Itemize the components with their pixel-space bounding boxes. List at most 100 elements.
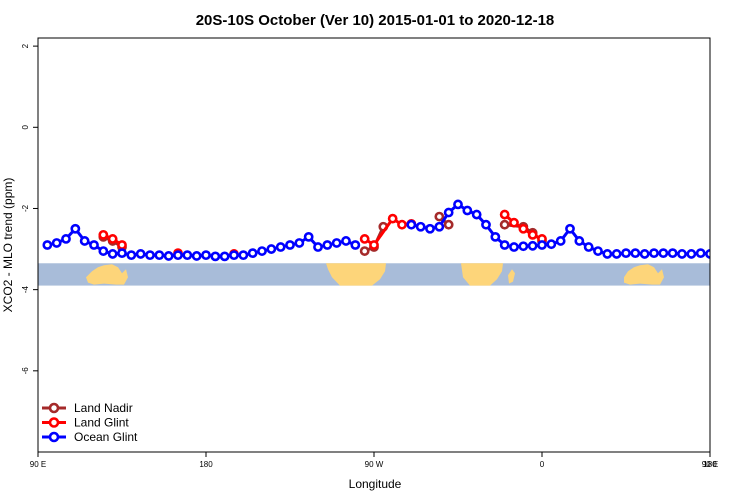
data-point-land-glint <box>518 223 529 234</box>
data-point-ocean-glint <box>182 250 193 261</box>
legend-item-land-glint: Land Glint <box>42 416 129 430</box>
data-point-ocean-glint <box>89 240 99 250</box>
y-tick-label: -6 <box>21 367 30 375</box>
legend-label: Land Glint <box>74 416 129 430</box>
data-point-ocean-glint <box>210 251 221 262</box>
data-point-ocean-glint <box>453 199 463 210</box>
x-tick-label: 0 <box>540 460 545 469</box>
data-point-ocean-glint <box>173 250 183 261</box>
data-point-land-glint <box>387 213 398 224</box>
data-point-ocean-glint <box>406 219 417 230</box>
data-point-ocean-glint <box>229 250 239 261</box>
data-point-ocean-glint <box>695 248 706 259</box>
series-line-ocean-glint <box>411 202 710 256</box>
y-axis-label: XCO2 - MLO trend (ppm) <box>1 178 15 313</box>
land-australia-repeat <box>624 264 664 285</box>
data-point-ocean-glint <box>518 241 529 252</box>
data-point-ocean-glint <box>322 240 333 250</box>
data-point-ocean-glint <box>686 249 697 259</box>
data-point-land-glint <box>107 234 118 244</box>
legend-swatch-marker <box>48 431 60 443</box>
data-point-land-glint <box>509 217 519 228</box>
data-point-ocean-glint <box>98 246 109 256</box>
legend-item-land-nadir: Land Nadir <box>42 401 133 415</box>
data-point-ocean-glint <box>350 240 361 250</box>
x-tick-label: 90 E <box>702 460 718 469</box>
data-point-ocean-glint <box>537 240 547 250</box>
data-point-land-glint <box>117 240 127 250</box>
legend-label: Ocean Glint <box>74 430 138 444</box>
data-point-land-nadir <box>443 219 454 230</box>
data-point-land-nadir <box>359 246 370 256</box>
data-point-land-glint <box>369 240 379 250</box>
data-point-ocean-glint <box>313 242 323 252</box>
data-point-ocean-glint <box>490 231 501 242</box>
data-point-ocean-glint <box>509 242 519 252</box>
data-point-ocean-glint <box>294 238 305 248</box>
data-point-ocean-glint <box>630 248 641 259</box>
data-point-ocean-glint <box>341 236 351 246</box>
chart-title: 20S-10S October (Ver 10) 2015-01-01 to 2… <box>196 12 555 29</box>
data-point-ocean-glint <box>667 248 678 259</box>
legend-label: Land Nadir <box>74 401 133 415</box>
land-africa <box>461 263 503 286</box>
data-point-ocean-glint <box>415 221 426 232</box>
data-point-land-glint <box>359 234 370 244</box>
data-point-ocean-glint <box>555 236 566 246</box>
data-point-ocean-glint <box>61 234 71 244</box>
land-south-america <box>326 263 386 286</box>
land-madagascar <box>508 269 515 284</box>
data-point-ocean-glint <box>649 248 659 259</box>
data-point-ocean-glint <box>574 236 585 246</box>
data-point-ocean-glint <box>546 239 557 250</box>
data-point-ocean-glint <box>611 249 622 259</box>
data-point-ocean-glint <box>70 223 81 234</box>
data-point-ocean-glint <box>639 249 650 259</box>
data-point-land-glint <box>98 229 109 240</box>
data-point-ocean-glint <box>107 249 118 259</box>
data-point-ocean-glint <box>79 236 90 246</box>
data-point-ocean-glint <box>621 248 631 259</box>
x-axis-label: Longitude <box>349 477 402 491</box>
x-tick-label: 90 E <box>30 460 46 469</box>
y-tick-label: -4 <box>21 286 30 294</box>
data-point-ocean-glint <box>238 250 249 261</box>
x-tick-label: 90 W <box>365 460 384 469</box>
data-point-ocean-glint <box>266 244 277 254</box>
data-point-ocean-glint <box>565 223 575 234</box>
data-point-ocean-glint <box>145 250 155 261</box>
data-point-ocean-glint <box>257 246 267 256</box>
legend-swatch-marker <box>48 417 60 428</box>
data-point-ocean-glint <box>163 251 174 261</box>
land-australia <box>86 264 128 285</box>
data-point-ocean-glint <box>677 249 687 259</box>
data-point-ocean-glint <box>527 240 538 251</box>
data-point-ocean-glint <box>331 238 342 248</box>
data-point-ocean-glint <box>201 250 211 261</box>
y-tick-label: -2 <box>21 204 30 212</box>
legend-swatch-marker <box>48 402 60 414</box>
data-point-ocean-glint <box>303 231 314 242</box>
x-tick-label: 180 <box>703 460 717 469</box>
data-point-land-nadir <box>499 219 510 230</box>
data-point-ocean-glint <box>42 240 53 250</box>
data-point-ocean-glint <box>471 209 482 220</box>
data-point-ocean-glint <box>425 223 435 234</box>
map-strip <box>38 263 710 286</box>
data-point-ocean-glint <box>705 249 710 259</box>
data-point-land-glint <box>397 219 407 230</box>
data-point-land-glint <box>527 229 538 240</box>
data-point-ocean-glint <box>602 249 613 259</box>
data-point-ocean-glint <box>191 251 202 261</box>
data-point-ocean-glint <box>434 221 445 232</box>
series-land-glint <box>98 209 547 259</box>
series-land-nadir <box>98 211 547 256</box>
legend-item-ocean-glint: Ocean Glint <box>42 430 138 444</box>
data-point-ocean-glint <box>499 240 510 250</box>
data-point-ocean-glint <box>285 240 295 250</box>
data-point-ocean-glint <box>219 251 230 262</box>
data-point-ocean-glint <box>275 242 286 252</box>
y-axis: 2 0 -2 -4 -6 <box>21 43 38 374</box>
